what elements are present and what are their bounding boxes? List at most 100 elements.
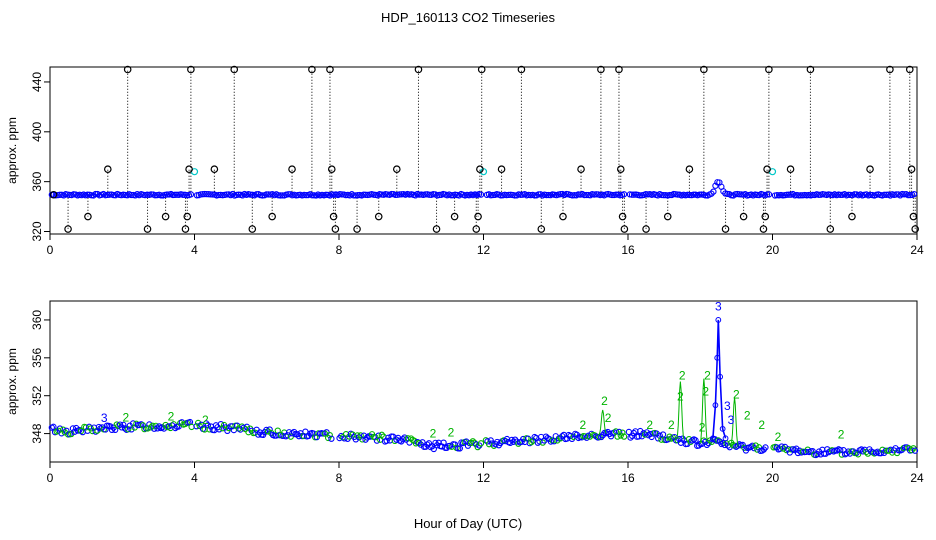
data-point [837,191,844,198]
x-tick-label: 16 [621,243,635,257]
data-point [219,425,226,432]
data-point [620,433,628,440]
spike-point [616,165,625,173]
excursion-line [699,378,708,444]
data-point [92,190,99,198]
data-point [266,426,273,433]
spike-point [905,65,914,74]
data-point [908,446,915,454]
data-point [197,191,204,198]
data-point [474,443,481,451]
spike-point [476,165,484,173]
data-point [528,439,535,446]
data-point [436,191,443,199]
data-point [95,423,103,431]
data-point [277,192,284,199]
data-point [253,191,260,198]
point-count-label: 2 [168,409,175,423]
data-point [911,447,919,454]
y-tick-label: 348 [30,423,44,443]
point-count-label: 3 [715,299,722,313]
data-point [264,428,272,435]
peak-point [712,402,719,409]
data-point [302,191,310,199]
data-point [308,192,316,199]
data-point [383,437,390,444]
data-point [809,191,816,199]
data-point [102,426,109,433]
data-point [674,191,681,198]
data-point [416,439,423,447]
point-count-label: 2 [702,385,709,399]
data-point [547,438,555,445]
spike-point [327,165,336,173]
point-count-label: 3 [728,413,735,427]
spike-point [450,212,459,221]
spike-point [517,65,526,74]
data-point [648,433,655,441]
y-axis-label: approx. ppm [5,117,19,184]
data-point [720,440,727,447]
point-count-label: 2 [775,430,782,444]
spike-point [739,212,748,221]
data-point [593,191,600,198]
data-point [765,191,773,198]
spike-point [329,212,338,221]
point-count-label: 2 [758,418,765,432]
top-panel: 0 4 8 12 16 20 24 320 360 400 440 approx. ppm [5,65,924,257]
spike-point [663,212,672,221]
data-point [627,434,634,441]
spike-point [497,165,506,173]
figure-title: HDP_160113 CO2 Timeseries [381,10,555,25]
data-point [50,423,57,430]
x-tick-label: 16 [621,471,635,485]
data-point [557,191,564,198]
spike-point [477,65,486,74]
data-point [762,444,769,451]
data-point [659,431,667,438]
spike-point [618,212,627,221]
spike-point [326,65,334,74]
data-point [636,192,644,199]
peak-point [719,425,726,432]
data-point [690,191,697,198]
data-point [396,191,403,198]
spike-point [577,165,585,173]
peak-point [709,435,716,442]
y-tick-label: 360 [30,171,44,191]
point-count-label: 2 [646,418,653,432]
data-point [850,448,857,455]
point-count-label: 2 [679,369,686,383]
peak-point [717,373,724,380]
data-point [702,192,709,199]
spike-point [210,165,219,173]
point-count-label: 3 [724,399,731,413]
data-point [786,449,793,456]
data-point [456,445,463,452]
data-point [416,191,423,198]
x-axis-label: Hour of Day (UTC) [414,516,522,531]
data-point [666,191,673,199]
point-count-label: 2 [123,410,130,424]
y-tick-label: 360 [30,310,44,330]
data-point [763,191,771,198]
data-point [543,191,550,199]
peak-point [715,317,722,323]
data-point [602,430,610,437]
spike-point [620,225,629,233]
data-point [471,439,478,446]
data-point [904,191,912,199]
spike-point [183,212,192,221]
x-tick-label: 8 [336,471,343,485]
point-count-label: 3 [101,411,108,425]
data-point [279,192,286,199]
spike-point [472,225,481,233]
point-count-label: 2 [430,426,437,440]
x-tick-label: 20 [766,243,780,257]
spike-point [642,225,650,233]
x-tick-label: 24 [910,243,924,257]
data-point [160,425,168,432]
spike-point [685,165,694,173]
